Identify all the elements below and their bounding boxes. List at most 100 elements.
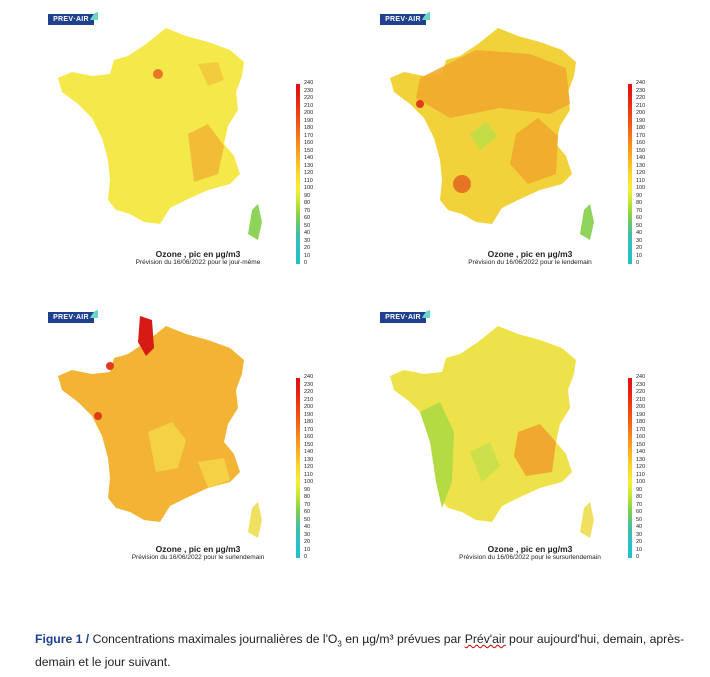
legend-tick-label: 190 [304,117,314,124]
legend-tick-label: 180 [636,125,646,131]
caption-text: pour aujourd'hui, demain, après-demain e… [35,632,685,670]
legend-labels: 240 230 220 210 200 190 180 170 160 150 140 130 120 1… [636,374,656,559]
legend-tick-label: 220 [304,95,314,101]
legend-tick-label: 50 [304,222,311,229]
hotspot [470,442,500,482]
legend-tick-label: 230 [636,381,646,388]
legend-tick-label: 20 [636,539,643,545]
caption-text: Concentrations maximales journalières de… [89,632,338,646]
legend-tick-label: 50 [304,516,311,523]
ozone-map-tomorrow [390,28,594,240]
corsica [248,502,262,538]
legend-tick-label: 30 [304,531,311,538]
legend-tick-label: 0 [304,554,308,560]
legend-tick-label: 150 [304,441,314,448]
prevair-logo: PREV·AIR [380,12,430,25]
legend-labels: 240 230 220 210 200 190 180 170 160 150 140 130 120 1… [304,80,324,265]
legend-tick-label: 20 [304,245,311,251]
legend-tick-label: 60 [636,509,643,515]
legend-tick-label: 220 [304,389,314,395]
map-subtitle: Prévision du 16/06/2022 pour le lendemai… [468,259,592,266]
ozone-map-day-after [58,316,262,538]
legend-tick-label: 30 [636,531,643,538]
legend-tick-label: 200 [636,110,646,116]
logo-mark-icon [422,12,430,20]
legend-tick-label: 0 [636,554,640,560]
legend-tick-label: 110 [304,177,313,184]
legend-tick-label: 160 [636,434,646,440]
legend-tick-label: 200 [636,404,646,410]
france-mainland [390,326,576,522]
legend-tick-label: 180 [636,419,646,425]
legend-tick-label: 80 [636,200,643,206]
legend-tick-label: 140 [636,155,646,161]
map-panel-tomorrow: PREV·AIR 240 230 220 210 200 190 180 170 160 150 1… [380,12,680,284]
legend-tick-label: 90 [636,486,643,493]
legend-tick-label: 130 [304,162,314,169]
legend-tick-label: 120 [304,170,314,176]
legend-tick-label: 170 [304,426,314,433]
caption-underlined: Prév'air [464,632,506,646]
legend-tick-label: 60 [636,215,643,221]
legend-tick-label: 160 [304,434,314,440]
legend-tick-label: 70 [636,501,643,508]
legend-tick-label: 110 [636,471,645,478]
legend-colorbar [628,378,632,558]
legend-tick-label: 170 [636,426,646,433]
legend-tick-label: 100 [636,479,646,485]
legend-tick-label: 70 [636,207,643,214]
legend-tick-label: 190 [636,117,646,124]
prevair-logo: PREV·AIR [48,310,98,323]
legend-tick-label: 230 [636,87,646,94]
legend-tick-label: 220 [636,95,646,101]
hotspot [148,422,186,472]
legend-tick-label: 10 [636,546,643,553]
legend-tick-label: 130 [304,456,314,463]
legend-tick-label: 80 [636,494,643,500]
caption-prefix: Figure 1 / [35,632,90,646]
hotspot [510,118,558,184]
caption-subscript: 3 [337,639,342,649]
france-mainland [58,326,244,522]
legend-colorbar [628,84,632,264]
map-title: Ozone , pic en µg/m3 [487,249,573,259]
map-title: Ozone , pic en µg/m3 [487,544,573,554]
map-subtitle: Prévision du 16/06/2022 pour le jour-mêm… [135,259,261,266]
legend-tick-label: 170 [304,132,314,139]
legend-tick-label: 0 [304,260,308,266]
legend-tick-label: 10 [636,252,643,259]
legend-colorbar [296,84,300,264]
legend-tick-label: 110 [304,471,313,478]
legend-tick-label: 160 [304,140,314,146]
hotspot [514,424,556,476]
corsica [248,204,262,240]
legend-tick-label: 240 [304,374,314,380]
legend-tick-label: 120 [304,464,314,470]
legend-colorbar [296,378,300,558]
legend-tick-label: 130 [636,162,646,169]
legend-tick-label: 210 [636,102,646,109]
legend-tick-label: 90 [304,192,311,199]
legend-tick-label: 70 [304,501,311,508]
legend-tick-label: 30 [304,237,311,244]
map-panel-day-after: PREV·AIR 240 230 220 210 200 190 180 170 160 150 1… [48,310,348,582]
legend-tick-label: 230 [304,381,314,388]
legend-tick-label: 100 [636,185,646,191]
legend-tick-label: 210 [636,396,646,403]
legend-tick-label: 160 [636,140,646,146]
hotspot [198,458,230,488]
legend-tick-label: 90 [636,192,643,199]
legend-tick-label: 20 [636,245,643,251]
legend-tick-label: 190 [304,411,314,418]
logo-mark-icon [90,310,98,318]
legend-tick-label: 130 [636,456,646,463]
map-title: Ozone , pic en µg/m3 [155,249,241,259]
hotspot [470,122,498,150]
legend-tick-label: 70 [304,207,311,214]
legend-labels: 240 230 220 210 200 190 180 170 160 150 140 130 120 1… [304,374,324,559]
legend-tick-label: 40 [636,524,643,530]
hotspot [453,175,471,193]
legend-tick-label: 200 [304,404,314,410]
legend-tick-label: 210 [304,102,314,109]
legend-labels: 240 230 220 210 200 190 180 170 160 150 140 130 120 1… [636,80,656,265]
